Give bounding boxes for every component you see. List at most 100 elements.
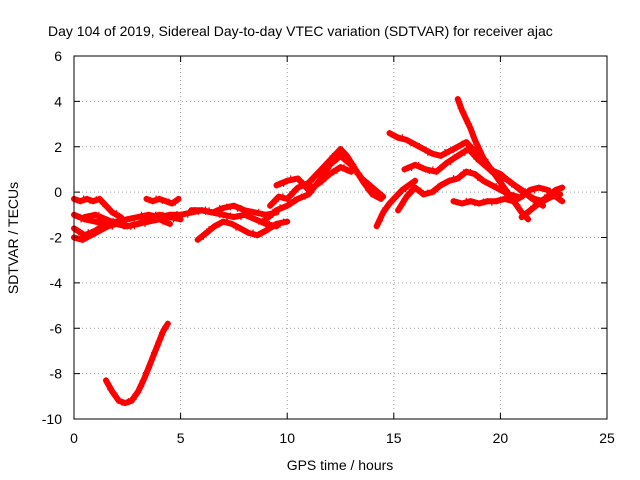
data-point-marker [458, 150, 465, 157]
data-point-marker [326, 170, 333, 177]
data-point-marker [444, 159, 451, 166]
data-point-marker [424, 149, 431, 156]
data-point-marker [223, 203, 230, 210]
data-point-marker [468, 128, 475, 135]
data-point-marker [142, 220, 149, 227]
data-point-marker [248, 210, 255, 217]
data-point-marker [473, 156, 480, 163]
data-point-marker [538, 199, 545, 205]
data-point-marker [450, 146, 457, 153]
data-point-marker [495, 175, 502, 182]
data-point-marker [159, 218, 166, 225]
data-point-marker [348, 168, 355, 175]
data-point-marker [549, 189, 556, 196]
tick-labels: 0 5 10 15 20 25 -10 -8 -6 -4 -2 0 2 4 6 [42, 48, 615, 446]
data-point-marker [521, 211, 528, 218]
data-point-marker [350, 164, 357, 171]
data-point-marker [389, 197, 396, 204]
data-point-marker [433, 151, 440, 158]
data-point-marker [405, 182, 412, 189]
data-point-marker [273, 207, 280, 214]
data-point-marker [86, 197, 93, 204]
data-point-marker [341, 156, 348, 163]
data-point-marker [85, 213, 92, 220]
data-point-marker [497, 170, 504, 177]
data-point-marker [208, 225, 215, 232]
data-point-marker [139, 377, 146, 384]
data-point-marker [259, 211, 266, 218]
data-point-marker [376, 192, 383, 199]
data-point-marker [279, 193, 286, 200]
data-point-marker [378, 212, 385, 219]
series-arc-s [518, 184, 566, 221]
data-point-marker [466, 120, 473, 127]
data-point-marker [467, 169, 474, 176]
data-point-marker [227, 212, 234, 219]
data-point-marker [106, 206, 113, 213]
data-point-marker [266, 213, 273, 220]
data-point-marker [177, 216, 184, 223]
data-point-marker [316, 168, 323, 175]
data-point-marker [559, 198, 566, 205]
data-point-marker [163, 217, 170, 224]
data-point-marker [267, 202, 274, 209]
data-point-marker [521, 190, 528, 197]
data-point-marker [457, 174, 464, 181]
data-point-marker [376, 217, 383, 224]
data-point-marker [510, 198, 517, 205]
data-point-marker [262, 227, 269, 234]
data-point-marker [460, 169, 467, 176]
data-point-marker [152, 211, 159, 218]
data-point-marker [471, 200, 478, 207]
data-point-marker [273, 182, 280, 189]
data-point-marker [202, 206, 209, 213]
data-point-marker [152, 347, 159, 354]
data-point-marker [286, 193, 293, 200]
y-tick-label: 0 [54, 184, 62, 200]
data-point-marker [525, 216, 532, 223]
data-point-marker [206, 226, 213, 233]
data-point-marker [88, 214, 95, 221]
data-point-marker [515, 186, 522, 193]
data-point-marker [269, 211, 276, 218]
data-point-marker [412, 141, 419, 148]
data-point-marker [292, 187, 299, 194]
data-point-marker [333, 155, 340, 162]
data-point-marker [451, 154, 458, 161]
data-point-marker [110, 217, 117, 224]
data-point-marker [245, 208, 252, 215]
data-point-marker [401, 166, 408, 173]
data-point-marker [540, 185, 547, 192]
data-point-marker [461, 149, 468, 156]
data-point-marker [384, 203, 391, 210]
data-point-marker [138, 383, 145, 390]
data-point-marker [153, 195, 160, 202]
data-point-marker [316, 180, 323, 187]
data-point-marker [95, 211, 102, 218]
x-tick-label: 20 [493, 430, 509, 446]
y-tick-label: 2 [54, 139, 62, 155]
data-point-marker [380, 193, 387, 200]
data-point-marker [386, 130, 393, 137]
data-point-marker [289, 188, 296, 195]
data-point-marker [284, 177, 291, 184]
data-point-marker [412, 177, 419, 184]
data-point-marker [131, 220, 138, 227]
data-point-marker [358, 175, 365, 182]
data-point-marker [504, 176, 511, 183]
data-point-marker [493, 182, 500, 189]
data-point-marker [181, 211, 188, 218]
data-point-marker [77, 198, 84, 205]
data-point-marker [447, 158, 454, 165]
data-point-marker [407, 140, 414, 147]
data-point-marker [408, 165, 415, 172]
data-point-marker [102, 377, 109, 384]
data-point-marker [258, 230, 265, 237]
data-point-marker [134, 214, 141, 221]
data-point-marker [149, 216, 156, 223]
data-point-marker [154, 343, 161, 350]
data-point-marker [463, 197, 470, 204]
axis-ticks [73, 55, 608, 420]
series-arc-h [194, 218, 291, 243]
data-point-marker [323, 173, 330, 180]
